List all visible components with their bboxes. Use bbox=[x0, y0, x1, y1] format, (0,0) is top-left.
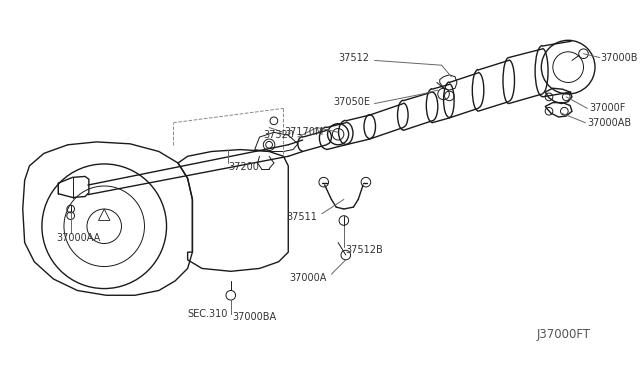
Text: 37000B: 37000B bbox=[601, 52, 638, 62]
Text: SEC.310: SEC.310 bbox=[188, 310, 228, 320]
Text: 37000AB: 37000AB bbox=[588, 118, 632, 128]
Text: 37000BA: 37000BA bbox=[233, 312, 276, 322]
Text: J37000FT: J37000FT bbox=[536, 328, 590, 341]
Text: 37512: 37512 bbox=[339, 52, 370, 62]
Text: 37320: 37320 bbox=[263, 130, 294, 140]
Text: 37170M: 37170M bbox=[284, 127, 324, 137]
Text: 37000AA: 37000AA bbox=[56, 233, 100, 243]
Text: 37000F: 37000F bbox=[589, 103, 626, 113]
Text: 37512B: 37512B bbox=[346, 245, 383, 255]
Text: 37511: 37511 bbox=[286, 212, 317, 222]
Text: 37000A: 37000A bbox=[289, 273, 326, 283]
Text: 37050E: 37050E bbox=[333, 97, 371, 107]
Text: 37200: 37200 bbox=[228, 162, 259, 172]
